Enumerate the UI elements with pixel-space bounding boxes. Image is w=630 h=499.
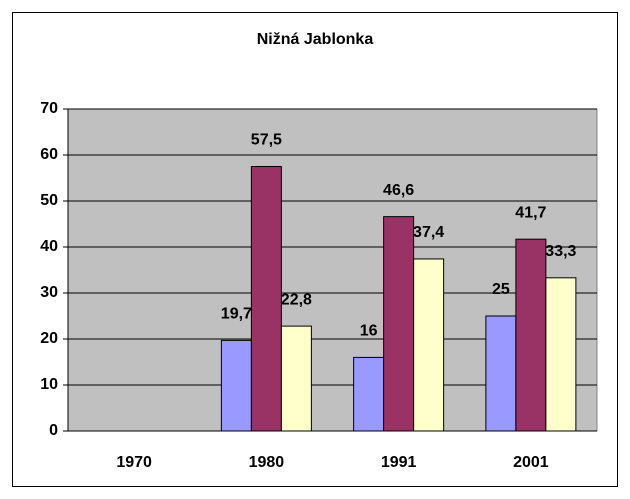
- y-tick-label: 30: [40, 284, 58, 301]
- bar: [220, 339, 252, 432]
- data-label: 22,8: [281, 291, 312, 308]
- y-tick-label: 70: [40, 100, 58, 117]
- y-tick-label: 10: [40, 376, 58, 393]
- bar: [353, 356, 385, 432]
- bar: [545, 277, 577, 432]
- chart-title: Nižná Jablonka: [257, 31, 374, 48]
- bar: [485, 315, 517, 432]
- data-label: 37,4: [413, 224, 444, 241]
- data-label: 19,7: [221, 306, 252, 323]
- bar: [515, 238, 547, 432]
- data-label: 25: [492, 281, 510, 298]
- bar: [280, 325, 312, 432]
- data-label: 16: [360, 323, 378, 340]
- data-label: 57,5: [251, 132, 282, 149]
- data-label: 33,3: [545, 243, 576, 260]
- y-tick-label: 0: [49, 422, 58, 439]
- y-tick-label: 40: [40, 238, 58, 255]
- x-tick-label: 2001: [513, 454, 549, 471]
- y-tick-label: 20: [40, 330, 58, 347]
- x-tick-label: 1980: [249, 454, 285, 471]
- data-label: 41,7: [515, 204, 546, 221]
- x-tick-label: 1970: [116, 454, 152, 471]
- bar: [413, 258, 445, 432]
- x-tick-label: 1991: [381, 454, 417, 471]
- y-tick-label: 50: [40, 192, 58, 209]
- bar: [383, 216, 415, 432]
- y-tick-label: 60: [40, 146, 58, 163]
- data-label: 46,6: [383, 182, 414, 199]
- bar: [250, 166, 282, 432]
